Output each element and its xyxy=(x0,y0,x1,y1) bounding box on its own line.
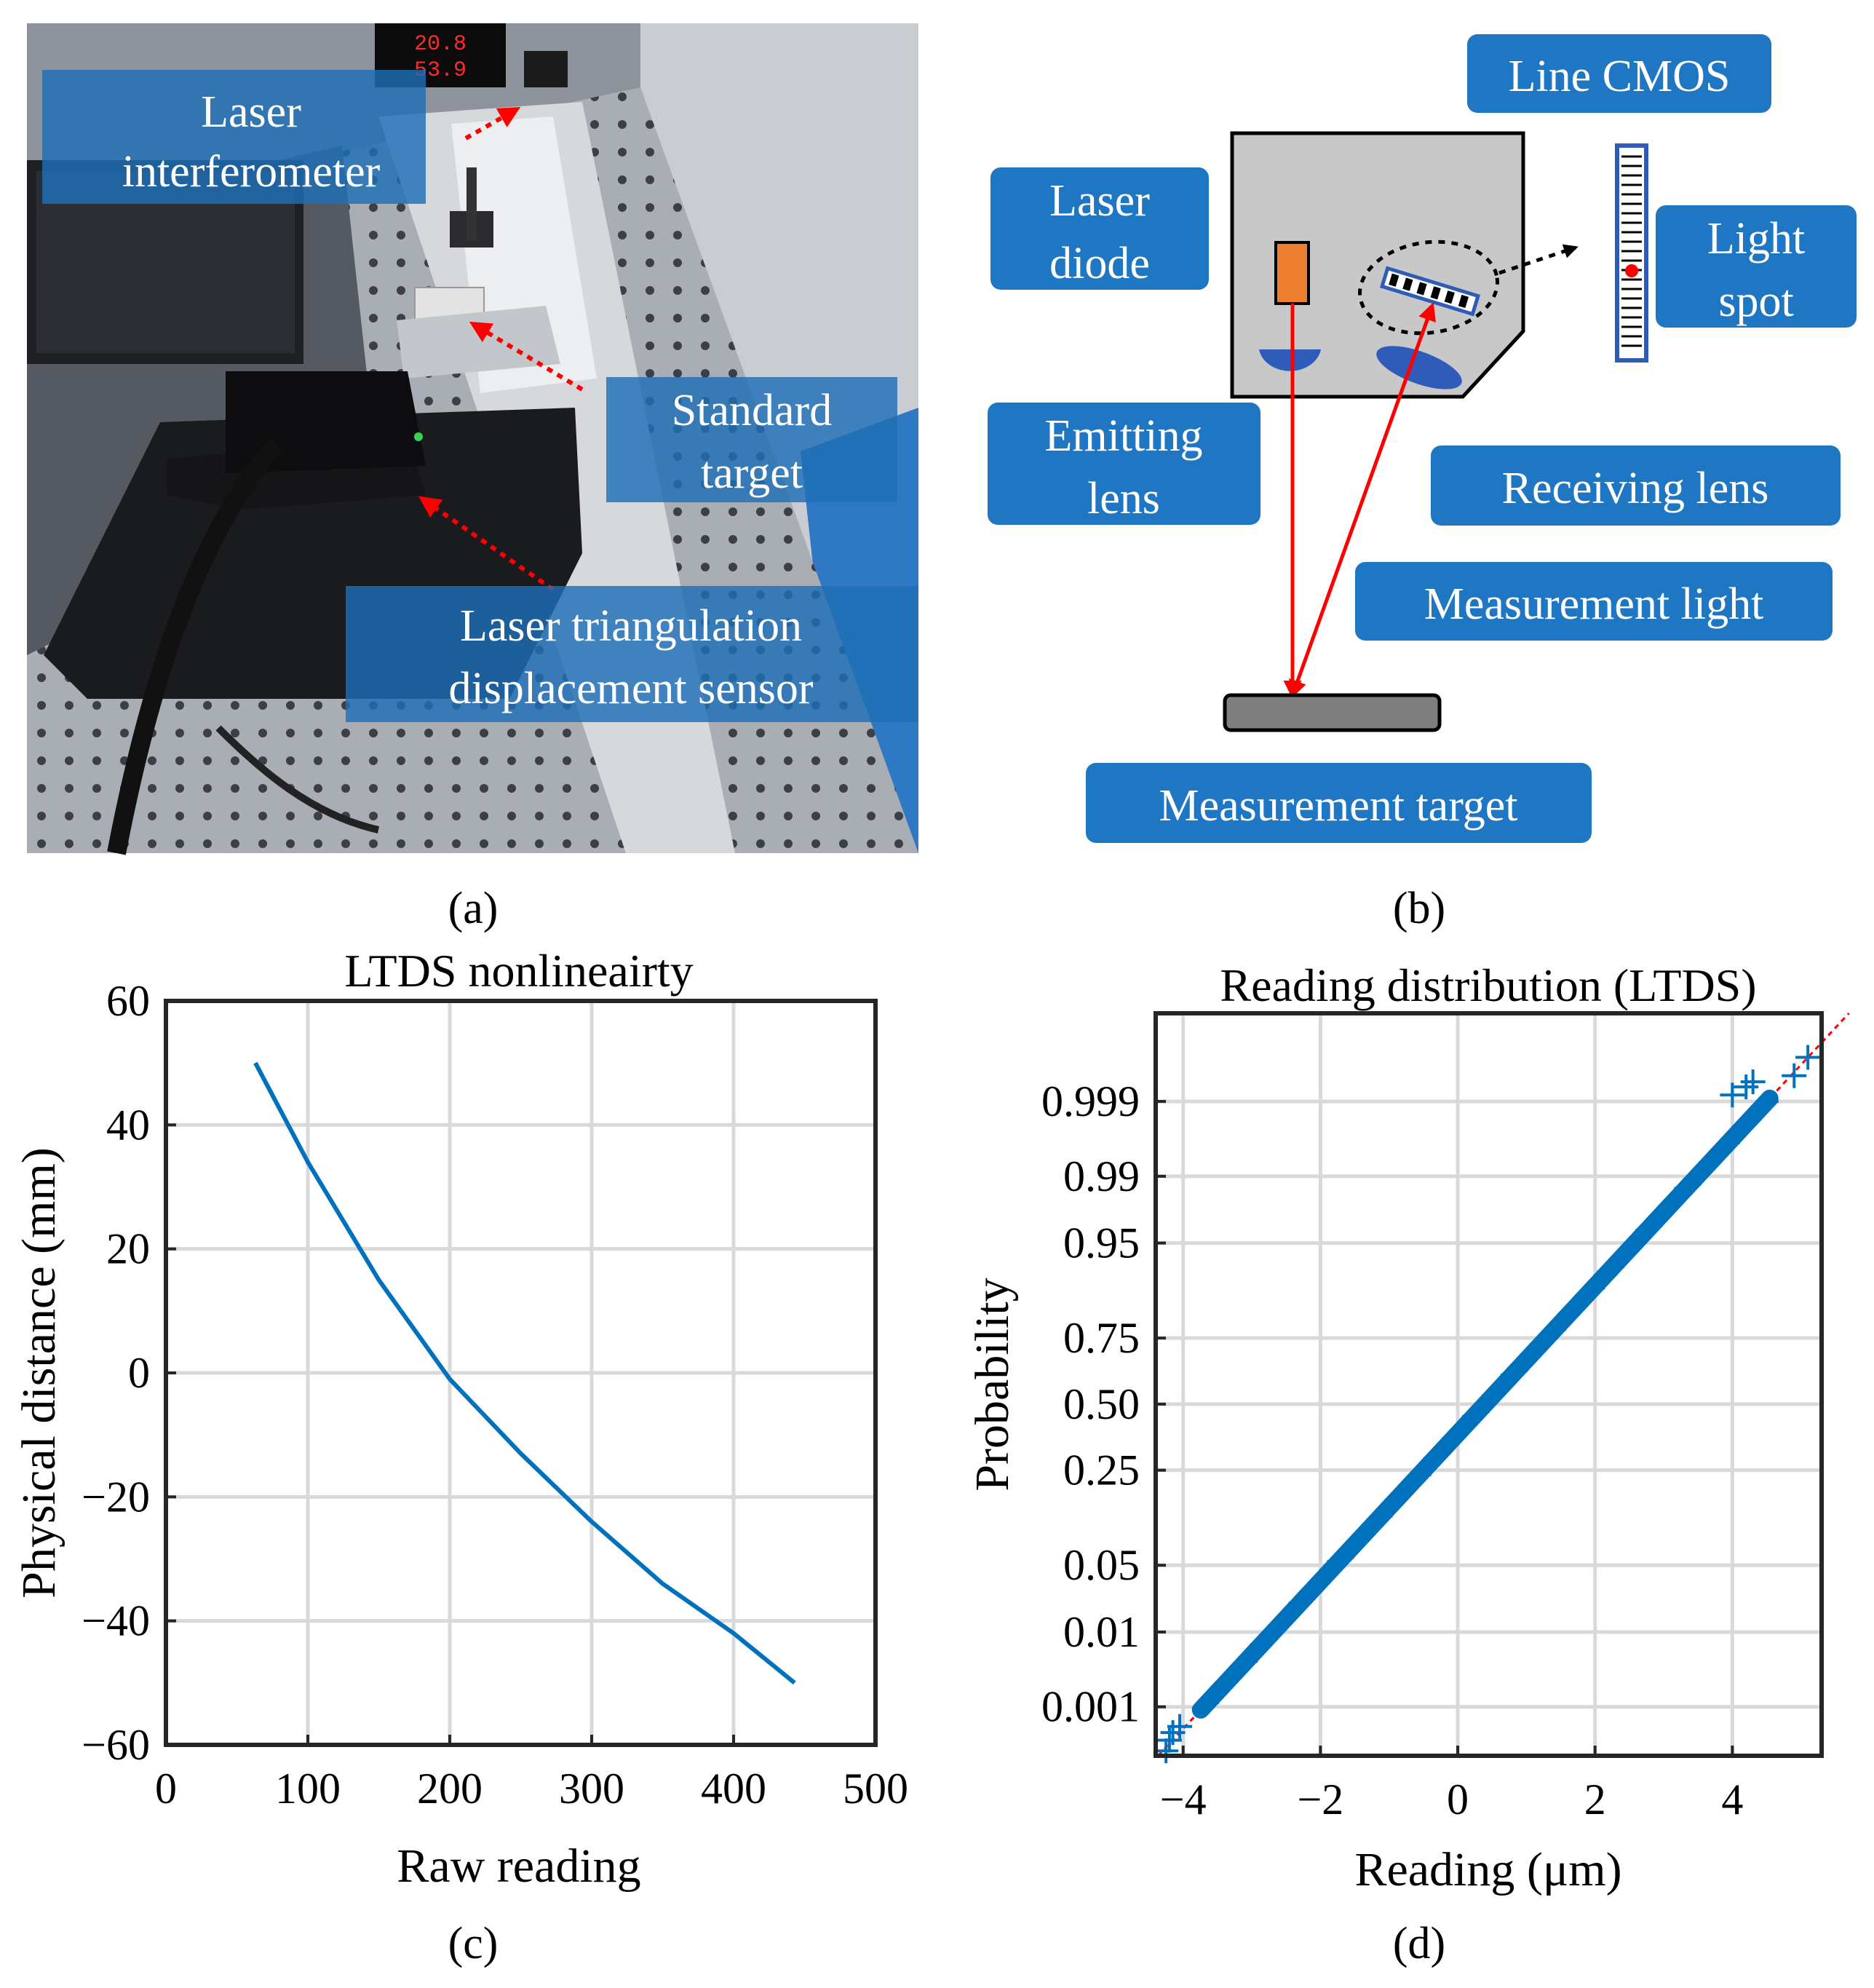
panel-a: 20.8 53.9 Laser interferometer Standard … xyxy=(27,23,918,933)
x-tick-label: 500 xyxy=(843,1765,908,1813)
y-tick-label: 0.01 xyxy=(1063,1608,1140,1656)
photo-pointers xyxy=(418,107,584,592)
y-tick-label: 0.25 xyxy=(1063,1446,1140,1494)
label-measurement-target-text: Measurement target xyxy=(1159,781,1518,831)
label-laser-diode-line1: Laser xyxy=(1049,176,1150,226)
chart-d-xlabel: Reading (μm) xyxy=(1354,1843,1621,1896)
label-ltds: Laser triangulation displacement sensor xyxy=(346,586,918,722)
x-tick-label: 0 xyxy=(1447,1775,1469,1823)
x-tick-label: 400 xyxy=(701,1765,766,1813)
y-tick-label: −40 xyxy=(82,1597,150,1645)
label-light-spot-line2: spot xyxy=(1718,277,1793,326)
chart-c-title: LTDS nonlineairty xyxy=(344,945,693,997)
x-tick-label: 300 xyxy=(559,1765,624,1813)
x-tick-label: 2 xyxy=(1584,1775,1606,1823)
y-tick-label: 0.99 xyxy=(1063,1152,1140,1200)
panel-c: LTDS nonlineairty 0 100 200 300 400 500604020… xyxy=(12,945,908,1968)
label-line-cmos: Line CMOS xyxy=(1467,34,1771,113)
callout-arrow xyxy=(1498,244,1579,275)
cmos-pixels xyxy=(1621,155,1642,347)
y-tick-label: −20 xyxy=(82,1473,150,1521)
label-standard-target-line1: Standard xyxy=(672,386,832,435)
reflected-beam xyxy=(1288,302,1437,699)
cmos-callout xyxy=(1358,239,1499,336)
y-tick-label: 0 xyxy=(128,1349,150,1397)
label-laser-interferometer-line2: interferometer xyxy=(122,147,381,197)
label-measurement-target: Measurement target xyxy=(1086,763,1592,843)
caption-a: (a) xyxy=(448,884,499,933)
y-tick-label: 40 xyxy=(106,1101,150,1149)
panel-d: Reading distribution (LTDS) −4 −2 0 2 4 0.999… xyxy=(966,959,1850,1968)
caption-d: (d) xyxy=(1393,1919,1445,1968)
y-tick-label: 0.75 xyxy=(1063,1314,1140,1362)
label-laser-interferometer-line1: Laser xyxy=(201,87,301,137)
x-tick-label: −4 xyxy=(1160,1775,1207,1823)
label-ltds-line2: displacement sensor xyxy=(448,664,813,713)
y-tick-label: 0.05 xyxy=(1063,1541,1140,1589)
chart-c-xlabel: Raw reading xyxy=(397,1840,640,1893)
label-light-spot-line1: Light xyxy=(1707,214,1805,264)
x-tick-label: 100 xyxy=(275,1765,341,1813)
chart-d-series xyxy=(1154,1012,1850,1764)
data-point xyxy=(1740,1069,1766,1095)
label-emitting-lens-line2: lens xyxy=(1087,474,1160,523)
y-tick-label: 0.95 xyxy=(1063,1219,1140,1267)
laser-diode-block xyxy=(1274,241,1310,305)
caption-b: (b) xyxy=(1393,884,1445,933)
light-spot-dot xyxy=(1625,264,1638,277)
x-tick-label: 4 xyxy=(1721,1775,1743,1823)
x-tick-label: 200 xyxy=(417,1765,483,1813)
display-temp: 20.8 xyxy=(414,32,466,57)
data-point xyxy=(1795,1045,1821,1070)
data-point xyxy=(1720,1082,1745,1108)
label-laser-diode: Laser diode xyxy=(990,167,1209,290)
label-standard-target: Standard target xyxy=(606,377,897,502)
data-band xyxy=(1191,1089,1779,1719)
label-standard-target-line2: target xyxy=(701,448,803,498)
y-tick-label: −60 xyxy=(82,1721,150,1769)
label-line-cmos-text: Line CMOS xyxy=(1509,52,1731,101)
series-line xyxy=(253,1061,796,1685)
chart-c-ylabel: Physical distance (mm) xyxy=(12,1147,65,1599)
y-tick-label: 20 xyxy=(106,1225,150,1273)
line-cmos-detector xyxy=(1615,143,1648,363)
label-receiving-lens: Receiving lens xyxy=(1431,445,1841,526)
measurement-target-block xyxy=(1223,693,1442,732)
data-point xyxy=(1167,1714,1193,1739)
x-tick-label: 0 xyxy=(155,1765,177,1813)
label-laser-diode-line2: diode xyxy=(1049,239,1150,288)
label-receiving-lens-text: Receiving lens xyxy=(1502,464,1769,513)
data-point xyxy=(1782,1063,1807,1088)
label-light-spot: Light spot xyxy=(1656,205,1857,328)
chart-d-ticks: −4 −2 0 2 4 0.999 0.99 0.95 0.75 0.50 0.25 0.05 0.01… xyxy=(1041,1077,1743,1823)
label-ltds-line1: Laser triangulation xyxy=(460,601,802,651)
label-measurement-light: Measurement light xyxy=(1355,562,1833,641)
chart-c-series xyxy=(253,1061,796,1685)
caption-c: (c) xyxy=(448,1919,499,1968)
chart-c-grid xyxy=(164,999,878,1747)
y-tick-label: 0.50 xyxy=(1063,1380,1140,1428)
inner-cmos-strip xyxy=(1379,266,1481,317)
panel-b: Line CMOS Laser diode Light spot Emittin… xyxy=(988,34,1857,933)
chart-d-ylabel: Probability xyxy=(966,1278,1019,1491)
x-tick-label: −2 xyxy=(1297,1775,1343,1823)
label-measurement-light-text: Measurement light xyxy=(1424,579,1764,629)
y-tick-label: 0.001 xyxy=(1041,1683,1140,1731)
chart-d-title: Reading distribution (LTDS) xyxy=(1220,959,1756,1011)
chart-d-frame xyxy=(1154,1011,1824,1758)
y-tick-label: 0.999 xyxy=(1041,1077,1140,1125)
label-emitting-lens-line1: Emitting xyxy=(1045,411,1203,461)
y-tick-label: 60 xyxy=(106,977,150,1025)
label-laser-interferometer: Laser interferometer xyxy=(42,70,426,204)
label-emitting-lens: Emitting lens xyxy=(988,403,1260,525)
